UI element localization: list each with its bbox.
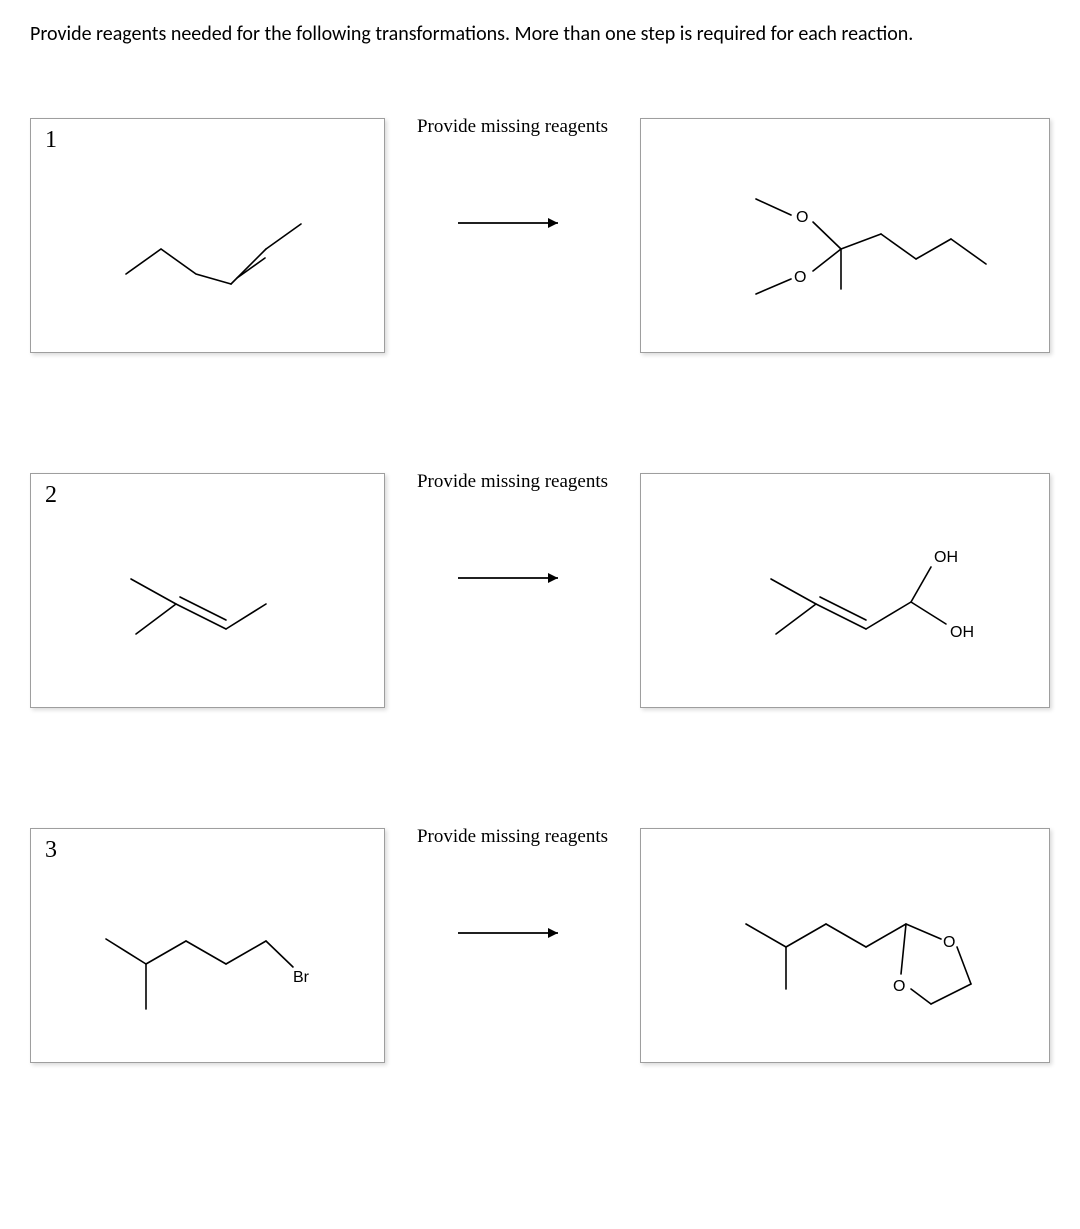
reagent-label-3: Provide missing reagents — [417, 826, 608, 848]
starting-material-box-3: 3 Br — [30, 828, 385, 1063]
reagent-column-1: Provide missing reagents — [405, 118, 620, 233]
starting-material-box-2: 2 — [30, 473, 385, 708]
structure-prod-1: O O — [641, 119, 1051, 354]
reaction-arrow-3 — [450, 923, 575, 943]
reagent-label-2: Provide missing reagents — [417, 471, 608, 493]
product-box-1: O O — [640, 118, 1050, 353]
svg-text:OH: OH — [950, 624, 974, 641]
reagent-column-2: Provide missing reagents — [405, 473, 620, 588]
reaction-number-1: 1 — [45, 127, 57, 154]
svg-text:O: O — [796, 209, 808, 226]
product-box-2: OH OH — [640, 473, 1050, 708]
structure-prod-3: O O — [641, 829, 1051, 1064]
structure-prod-2: OH OH — [641, 474, 1051, 709]
reaction-arrow-2 — [450, 568, 575, 588]
reaction-row-1: 1 Provide missing reagents O — [30, 118, 1050, 353]
svg-text:OH: OH — [934, 549, 958, 566]
reaction-row-2: 2 Provide missing reagents — [30, 473, 1050, 708]
product-box-3: O O — [640, 828, 1050, 1063]
reaction-number-2: 2 — [45, 482, 57, 509]
svg-text:O: O — [943, 934, 955, 951]
reaction-number-3: 3 — [45, 837, 57, 864]
reaction-arrow-1 — [450, 213, 575, 233]
question-text: Provide reagents needed for the followin… — [30, 20, 1050, 48]
starting-material-box-1: 1 — [30, 118, 385, 353]
reagent-column-3: Provide missing reagents — [405, 828, 620, 943]
reagent-label-1: Provide missing reagents — [417, 116, 608, 138]
structure-sm-2 — [31, 474, 386, 709]
svg-text:Br: Br — [293, 969, 310, 986]
structure-sm-1 — [31, 119, 386, 354]
reaction-row-3: 3 Br Provide missing reagents — [30, 828, 1050, 1063]
svg-text:O: O — [794, 269, 806, 286]
svg-text:O: O — [893, 978, 905, 995]
structure-sm-3: Br — [31, 829, 386, 1064]
